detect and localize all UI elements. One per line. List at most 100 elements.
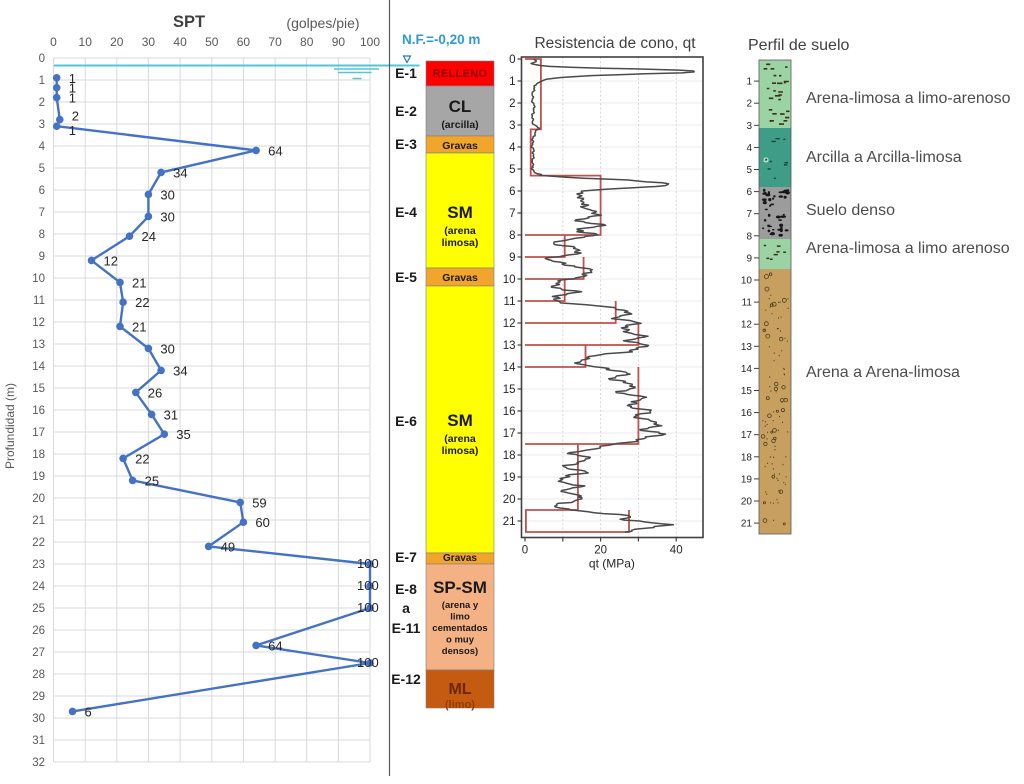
svg-text:31: 31 bbox=[32, 735, 45, 747]
svg-text:35: 35 bbox=[176, 427, 190, 442]
svg-text:12: 12 bbox=[503, 318, 516, 330]
svg-text:17: 17 bbox=[503, 428, 516, 440]
svg-text:Arena-limosa a limo arenoso: Arena-limosa a limo arenoso bbox=[806, 240, 1010, 257]
svg-text:11: 11 bbox=[33, 295, 45, 307]
svg-text:18: 18 bbox=[741, 452, 753, 463]
svg-text:1: 1 bbox=[69, 91, 76, 106]
svg-text:4: 4 bbox=[509, 142, 516, 154]
svg-text:RELLENO: RELLENO bbox=[433, 68, 488, 80]
svg-text:26: 26 bbox=[148, 385, 162, 400]
svg-text:23: 23 bbox=[32, 559, 45, 571]
svg-text:13: 13 bbox=[503, 340, 516, 352]
svg-text:6: 6 bbox=[746, 187, 752, 198]
svg-text:(arcilla): (arcilla) bbox=[441, 119, 478, 131]
svg-text:1: 1 bbox=[69, 123, 76, 138]
svg-text:CL: CL bbox=[449, 97, 472, 116]
svg-text:7: 7 bbox=[509, 208, 515, 220]
svg-text:14: 14 bbox=[32, 361, 45, 373]
svg-text:5: 5 bbox=[509, 164, 515, 176]
svg-text:6: 6 bbox=[509, 186, 515, 198]
svg-text:100: 100 bbox=[357, 655, 379, 670]
svg-text:6: 6 bbox=[85, 704, 92, 719]
svg-text:12: 12 bbox=[104, 253, 118, 268]
svg-text:Gravas: Gravas bbox=[443, 553, 477, 564]
svg-text:28: 28 bbox=[32, 669, 45, 681]
svg-text:(golpes/pie): (golpes/pie) bbox=[286, 15, 359, 31]
svg-text:25: 25 bbox=[145, 473, 159, 488]
svg-text:13: 13 bbox=[32, 339, 45, 351]
svg-text:E-6: E-6 bbox=[395, 413, 417, 429]
svg-text:limosa): limosa) bbox=[442, 445, 479, 457]
svg-text:cementados: cementados bbox=[432, 623, 487, 634]
svg-text:24: 24 bbox=[32, 581, 45, 593]
svg-text:80: 80 bbox=[300, 35, 314, 49]
svg-text:14: 14 bbox=[503, 362, 516, 374]
svg-text:100: 100 bbox=[360, 35, 380, 49]
svg-text:17: 17 bbox=[32, 427, 45, 439]
svg-text:30: 30 bbox=[160, 341, 174, 356]
svg-text:ML: ML bbox=[448, 681, 471, 698]
svg-text:100: 100 bbox=[357, 578, 379, 593]
svg-text:8: 8 bbox=[39, 229, 45, 241]
svg-text:18: 18 bbox=[32, 449, 45, 461]
svg-text:10: 10 bbox=[503, 274, 516, 286]
svg-text:21: 21 bbox=[32, 515, 45, 527]
svg-text:5: 5 bbox=[39, 163, 45, 175]
svg-text:3: 3 bbox=[746, 121, 752, 132]
svg-text:10: 10 bbox=[741, 276, 753, 287]
svg-text:16: 16 bbox=[503, 406, 516, 418]
svg-text:15: 15 bbox=[503, 384, 516, 396]
svg-text:E-3: E-3 bbox=[395, 136, 417, 152]
svg-text:5: 5 bbox=[746, 165, 752, 176]
svg-text:E-4: E-4 bbox=[395, 204, 417, 220]
svg-text:limo: limo bbox=[450, 612, 470, 623]
svg-text:9: 9 bbox=[746, 253, 752, 264]
svg-text:30: 30 bbox=[160, 187, 174, 202]
svg-text:20: 20 bbox=[32, 493, 45, 505]
svg-text:20: 20 bbox=[741, 497, 753, 508]
svg-text:1: 1 bbox=[509, 76, 515, 88]
svg-text:21: 21 bbox=[741, 519, 753, 530]
svg-text:22: 22 bbox=[135, 451, 149, 466]
svg-text:90: 90 bbox=[332, 35, 346, 49]
svg-text:4: 4 bbox=[746, 143, 752, 154]
svg-text:E-2: E-2 bbox=[395, 103, 417, 119]
svg-text:25: 25 bbox=[32, 603, 45, 615]
svg-text:E-8: E-8 bbox=[395, 581, 417, 597]
svg-text:3: 3 bbox=[39, 119, 45, 131]
svg-text:40: 40 bbox=[173, 35, 187, 49]
svg-text:21: 21 bbox=[132, 319, 146, 334]
svg-text:7: 7 bbox=[746, 209, 752, 220]
svg-text:E-5: E-5 bbox=[395, 269, 417, 285]
svg-text:17: 17 bbox=[741, 430, 753, 441]
svg-text:limosa): limosa) bbox=[442, 237, 479, 249]
svg-text:2: 2 bbox=[72, 109, 79, 124]
svg-text:10: 10 bbox=[79, 35, 93, 49]
svg-text:20: 20 bbox=[503, 494, 516, 506]
svg-text:2: 2 bbox=[39, 97, 45, 109]
svg-text:19: 19 bbox=[503, 472, 516, 484]
svg-text:Arena a Arena-limosa: Arena a Arena-limosa bbox=[806, 364, 960, 381]
svg-text:40: 40 bbox=[670, 545, 683, 557]
svg-text:1: 1 bbox=[746, 77, 752, 88]
svg-text:Gravas: Gravas bbox=[442, 272, 478, 284]
svg-text:0: 0 bbox=[39, 53, 45, 65]
svg-text:Profundidad (m): Profundidad (m) bbox=[3, 383, 17, 469]
svg-text:50: 50 bbox=[205, 35, 219, 49]
svg-text:1: 1 bbox=[69, 81, 76, 96]
svg-text:Suelo denso: Suelo denso bbox=[806, 202, 895, 219]
svg-text:27: 27 bbox=[32, 647, 45, 659]
svg-text:Arcilla a Arcilla-limosa: Arcilla a Arcilla-limosa bbox=[806, 149, 962, 166]
svg-text:Gravas: Gravas bbox=[442, 140, 478, 152]
svg-text:0: 0 bbox=[522, 545, 528, 557]
svg-text:16: 16 bbox=[741, 408, 753, 419]
svg-text:11: 11 bbox=[504, 296, 516, 308]
svg-text:7: 7 bbox=[39, 207, 45, 219]
svg-text:15: 15 bbox=[741, 386, 753, 397]
svg-text:N.F.=-0,20 m: N.F.=-0,20 m bbox=[402, 32, 480, 47]
svg-text:E-1: E-1 bbox=[395, 65, 417, 81]
svg-text:(limo): (limo) bbox=[445, 699, 475, 711]
svg-text:34: 34 bbox=[173, 165, 187, 180]
svg-text:22: 22 bbox=[135, 295, 149, 310]
svg-text:64: 64 bbox=[268, 638, 282, 653]
